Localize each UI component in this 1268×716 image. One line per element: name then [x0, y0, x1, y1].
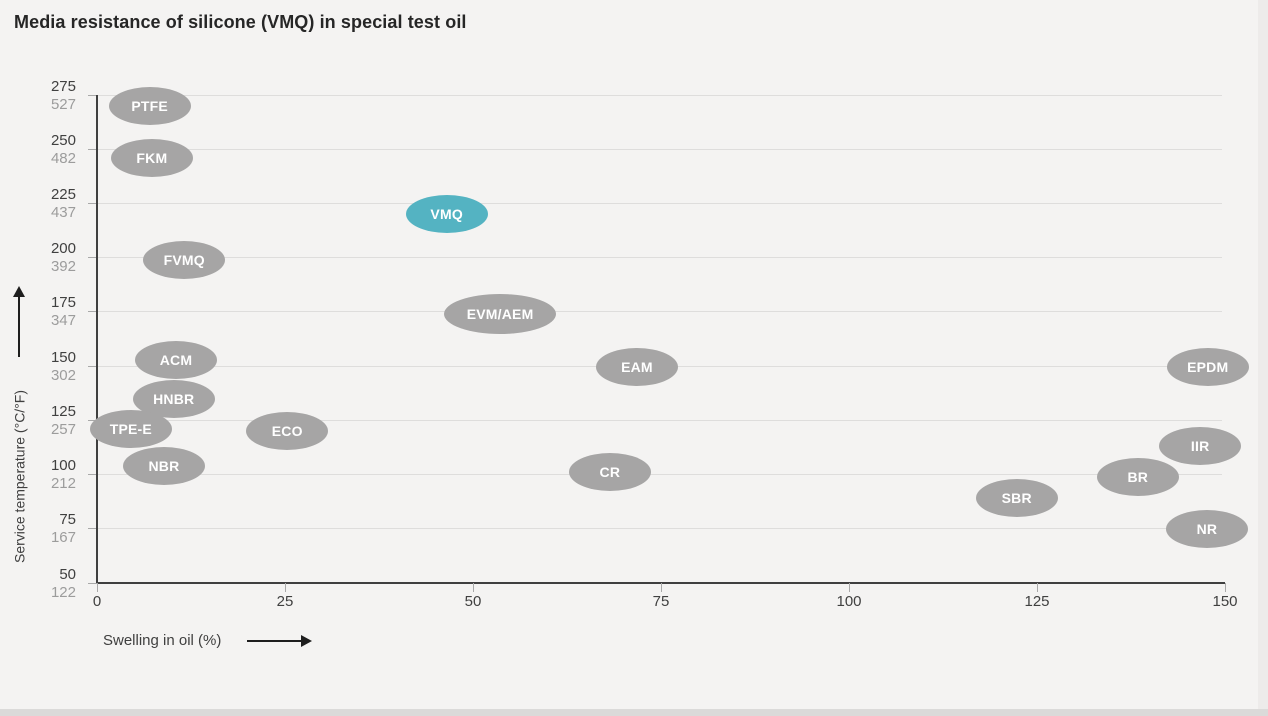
- y-tick-75c: [88, 528, 97, 530]
- x-tick-label: 0: [92, 593, 102, 610]
- y-tick-label-fahrenheit: 122: [50, 583, 76, 601]
- bottom-edge-strip: [0, 709, 1268, 716]
- bubble-label: EAM: [621, 359, 653, 376]
- bubble-br: BR: [1096, 457, 1179, 496]
- y-tick-275c: [88, 94, 97, 96]
- bubble-label: ACM: [159, 351, 193, 368]
- bubble-label: PTFE: [131, 97, 168, 114]
- x-tick-100: [848, 583, 850, 592]
- bubble-epdm: EPDM: [1166, 348, 1249, 387]
- right-edge-strip: [1258, 0, 1268, 716]
- x-tick-label: 50: [464, 593, 482, 610]
- gridline-75c: [97, 528, 1222, 530]
- y-tick-250c: [88, 148, 97, 150]
- x-axis-arrow-shaft: [247, 640, 301, 642]
- x-tick-label: 75: [652, 593, 670, 610]
- gridline-125c: [97, 419, 1222, 421]
- bubble-label: HNBR: [153, 390, 195, 407]
- x-tick-label: 150: [1212, 593, 1238, 610]
- x-tick-label: 125: [1024, 593, 1050, 610]
- bubble-label: BR: [1127, 468, 1149, 485]
- bubble-fvmq: FVMQ: [143, 240, 226, 279]
- y-axis-title: Service temperature (°C/°F): [11, 389, 28, 564]
- y-tick-label-celsius: 50: [59, 565, 76, 583]
- bubble-vmq: VMQ: [405, 195, 488, 234]
- y-axis-arrow-shaft: [18, 295, 20, 357]
- gridline-225c: [97, 202, 1222, 204]
- y-tick-label-celsius: 100: [50, 457, 76, 475]
- bubble-acm: ACM: [134, 340, 217, 379]
- gridline-250c: [97, 148, 1222, 150]
- x-tick-150: [1224, 583, 1226, 592]
- y-tick-label-celsius: 200: [50, 240, 76, 258]
- y-tick-label-fahrenheit: 392: [50, 258, 76, 276]
- y-tick-label-celsius: 175: [50, 294, 76, 312]
- bubble-nbr: NBR: [122, 446, 205, 485]
- bubble-label: TPE-E: [109, 421, 152, 437]
- x-tick-75: [660, 583, 662, 592]
- x-tick-50: [472, 583, 474, 592]
- bubble-iir: IIR: [1159, 427, 1242, 466]
- y-tick-label-fahrenheit: 212: [50, 475, 76, 493]
- x-tick-label: 25: [276, 593, 294, 610]
- y-tick-225c: [88, 202, 97, 204]
- chart-title: Media resistance of silicone (VMQ) in sp…: [14, 12, 467, 32]
- bubble-label: EVM/AEM: [466, 306, 534, 323]
- y-tick-label-celsius: 75: [59, 511, 76, 529]
- x-tick-label: 100: [836, 593, 862, 610]
- bubble-label: EPDM: [1187, 359, 1229, 376]
- y-tick-label-fahrenheit: 167: [50, 529, 76, 547]
- y-tick-label-celsius: 275: [50, 77, 76, 95]
- y-tick-label-fahrenheit: 437: [50, 203, 76, 221]
- x-tick-125: [1036, 583, 1038, 592]
- bubble-eam: EAM: [595, 348, 678, 387]
- bubble-ptfe: PTFE: [108, 86, 191, 125]
- y-tick-label-fahrenheit: 347: [50, 312, 76, 330]
- bubble-label: VMQ: [430, 206, 463, 223]
- x-axis-arrow-right-icon: [301, 635, 312, 647]
- bubble-tpe-e: TPE-E: [89, 410, 172, 448]
- y-tick-label-celsius: 125: [50, 402, 76, 420]
- x-tick-0: [96, 583, 98, 592]
- y-axis-arrow-up-icon: [13, 286, 25, 297]
- bubble-fkm: FKM: [110, 138, 193, 177]
- bubble-label: NR: [1196, 520, 1218, 537]
- y-tick-200c: [88, 257, 97, 259]
- bubble-label: FVMQ: [163, 251, 205, 268]
- x-axis-title: Swelling in oil (%): [103, 632, 222, 649]
- gridline-200c: [97, 257, 1222, 259]
- bubble-label: IIR: [1190, 438, 1210, 455]
- bubble-label: CR: [599, 464, 621, 481]
- bubble-evm-aem: EVM/AEM: [444, 294, 557, 335]
- y-tick-label-fahrenheit: 257: [50, 420, 76, 438]
- y-tick-label-fahrenheit: 527: [50, 95, 76, 113]
- bubble-nr: NR: [1165, 509, 1248, 548]
- bubble-sbr: SBR: [975, 479, 1058, 518]
- y-axis-line: [96, 95, 98, 583]
- bubble-label: NBR: [148, 457, 180, 474]
- y-tick-150c: [88, 365, 97, 367]
- gridline-275c: [97, 94, 1222, 96]
- y-tick-label-fahrenheit: 482: [50, 149, 76, 167]
- bubble-label: FKM: [136, 149, 168, 166]
- y-tick-100c: [88, 474, 97, 476]
- gridline-100c: [97, 474, 1222, 476]
- y-tick-50c: [88, 582, 97, 584]
- y-tick-label-celsius: 250: [50, 131, 76, 149]
- bubble-label: ECO: [271, 423, 303, 440]
- y-tick-label-celsius: 150: [50, 348, 76, 366]
- x-tick-25: [284, 583, 286, 592]
- bubble-label: SBR: [1001, 490, 1032, 507]
- y-tick-label-celsius: 225: [50, 185, 76, 203]
- gridline-175c: [97, 311, 1222, 313]
- bubble-eco: ECO: [246, 412, 329, 451]
- y-tick-label-fahrenheit: 302: [50, 366, 76, 384]
- bubble-cr: CR: [568, 453, 651, 492]
- y-tick-175c: [88, 311, 97, 313]
